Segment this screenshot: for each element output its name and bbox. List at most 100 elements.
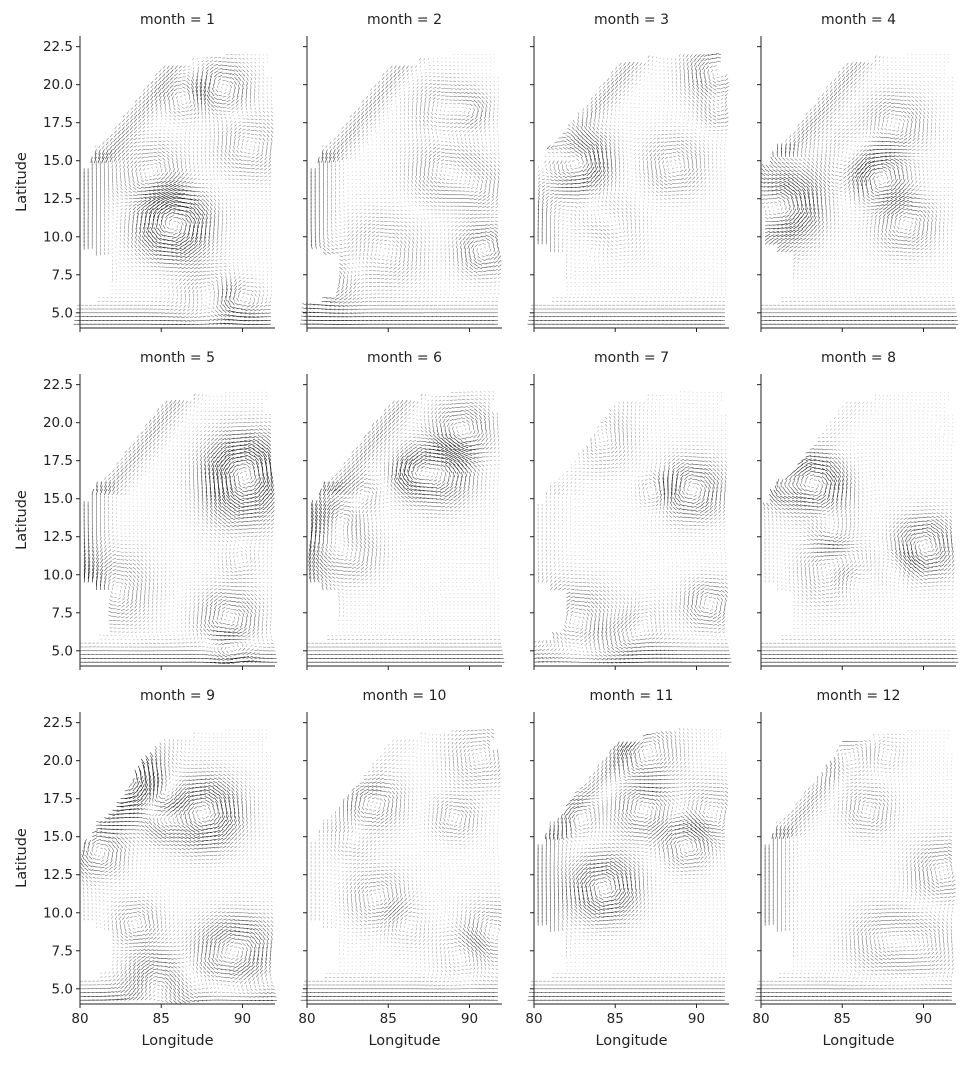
vector-arrow [177,180,183,184]
vector-arrow [347,238,350,241]
vector-arrow [231,170,235,173]
vector-arrow [173,205,182,207]
vector-arrow [430,176,434,180]
vector-arrow [262,312,267,314]
vector-arrow [224,153,227,158]
vector-arrow [221,145,223,150]
vector-arrow [397,270,401,274]
vector-arrow [169,312,174,314]
vector-arrow [177,176,182,180]
vector-arrow [220,116,223,120]
vector-arrow [377,258,381,260]
vector-arrow [173,213,180,215]
vector-arrow [201,217,204,224]
vector-arrow [249,244,251,246]
vector-arrow [136,209,140,215]
vector-arrow [380,194,382,196]
vector-arrow [220,182,223,184]
vector-arrow [347,190,349,192]
vector-arrow [150,103,154,108]
vector-arrow [475,187,478,190]
vector-arrow [334,301,340,304]
vector-arrow [473,198,478,200]
vector-arrow [397,289,401,292]
vector-arrow [197,174,200,177]
vector-arrow [489,179,492,184]
vector-arrow [169,76,174,81]
vector-arrow [266,278,269,280]
vector-arrow [142,231,146,237]
vector-arrow [359,190,362,192]
vector-arrow [234,302,239,306]
vector-arrow [173,232,178,236]
vector-arrow [489,273,494,276]
vector-arrow [209,66,214,70]
vector-arrow [339,213,341,216]
vector-arrow [335,217,337,220]
vector-arrow [392,232,396,235]
vector-arrow [189,109,193,112]
vector-arrow [193,320,198,322]
vector-arrow [210,95,215,101]
vector-arrow [238,166,243,169]
vector-arrow [194,236,199,243]
vector-arrow [441,185,446,188]
vector-arrow [440,228,442,231]
vector-arrow [261,213,264,216]
vector-arrow [217,232,219,237]
vector-arrow [219,255,223,258]
vector-arrow [457,160,461,164]
vector-arrow [375,245,378,249]
vector-arrow [111,160,113,165]
vector-arrow [123,269,125,272]
vector-arrow [242,163,247,165]
vector-arrow [119,273,121,276]
vector-arrow [132,179,135,184]
vector-arrow [453,267,455,270]
vector-arrow [102,141,105,145]
vector-arrow [106,137,109,141]
vector-arrow [234,120,237,123]
vector-arrow [355,223,359,226]
vector-arrow [161,198,170,203]
vector-arrow [133,118,138,123]
vector-arrow [266,293,268,296]
vector-arrow [194,316,198,318]
vector-arrow [131,261,134,264]
vector-arrow [169,103,171,108]
vector-arrow [112,187,114,191]
vector-arrow [241,198,243,200]
vector-arrow [112,183,114,187]
vector-arrow [159,237,166,241]
vector-arrow [407,196,409,199]
vector-arrow [497,273,501,276]
vector-arrow [497,281,501,283]
vector-arrow [393,263,397,266]
vector-arrow [164,289,166,292]
vector-arrow [150,92,154,97]
vector-arrow [402,267,405,271]
vector-arrow [461,175,463,179]
vector-arrow [194,278,198,281]
vector-arrow [351,230,354,234]
vector-arrow [109,137,113,142]
vector-arrow [362,261,365,264]
vector-arrow [238,162,243,165]
vector-arrow [241,262,243,264]
vector-arrow [363,230,367,234]
vector-arrow [262,61,264,64]
vector-arrow [419,293,421,296]
vector-arrow [406,274,409,278]
vector-arrow [472,248,474,253]
vector-arrow [250,282,254,284]
vector-arrow [266,96,268,98]
vector-arrow [343,238,346,241]
vector-arrow [353,293,357,297]
vector-arrow [109,156,113,163]
vector-arrow [172,289,174,293]
vector-arrow [403,184,405,188]
vector-arrow [129,145,133,149]
vector-arrow [469,213,474,215]
vector-arrow [427,217,430,219]
vector-arrow [404,248,406,252]
